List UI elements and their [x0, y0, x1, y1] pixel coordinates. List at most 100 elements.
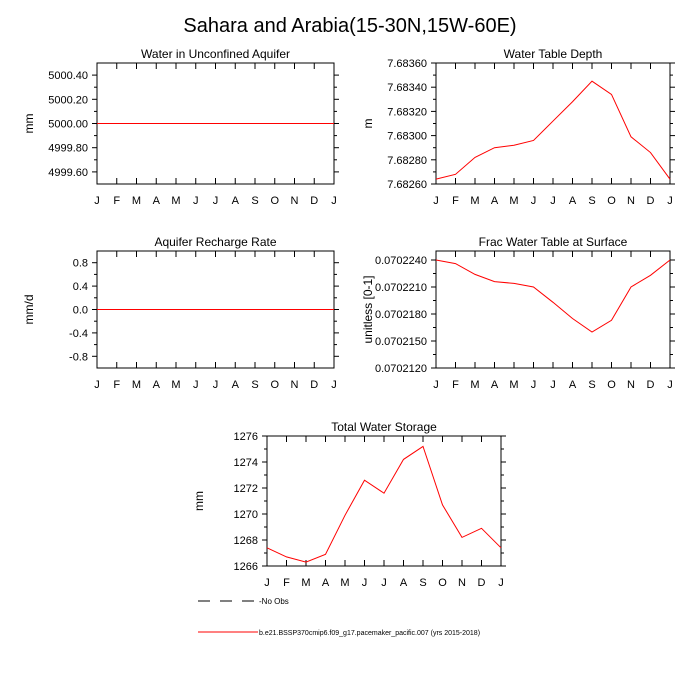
- y-tick-label: 1272: [234, 483, 258, 495]
- x-tick-label: D: [310, 379, 318, 391]
- legend-obs-label: -No Obs: [259, 597, 289, 606]
- y-tick-label: 7.68300: [387, 131, 427, 143]
- y-tick-label: 1266: [234, 561, 258, 573]
- y-tick-label: 0.4: [73, 281, 88, 293]
- x-tick-label: J: [498, 577, 504, 589]
- x-tick-label: J: [213, 379, 219, 391]
- x-tick-label: O: [270, 195, 279, 207]
- x-tick-label: J: [531, 195, 537, 207]
- x-tick-label: S: [588, 379, 595, 391]
- x-tick-label: A: [569, 379, 577, 391]
- y-tick-label: 1276: [234, 431, 258, 443]
- y-axis-label: unitless [0-1]: [361, 275, 375, 343]
- y-axis-label: mm/d: [22, 295, 36, 325]
- x-tick-label: M: [509, 195, 518, 207]
- x-tick-label: N: [627, 195, 635, 207]
- x-tick-label: F: [452, 379, 459, 391]
- x-tick-label: M: [171, 379, 180, 391]
- x-tick-label: J: [550, 195, 556, 207]
- x-tick-label: S: [251, 195, 258, 207]
- chart-title: Water Table Depth: [504, 47, 603, 61]
- x-tick-label: A: [491, 195, 499, 207]
- y-tick-label: 5000.00: [48, 119, 88, 131]
- x-tick-label: D: [310, 195, 318, 207]
- x-tick-label: J: [433, 379, 439, 391]
- x-tick-label: F: [113, 195, 120, 207]
- plot-frame: [435, 250, 671, 369]
- x-tick-label: J: [667, 195, 673, 207]
- figure-title: Sahara and Arabia(15-30N,15W-60E): [183, 15, 516, 37]
- x-tick-label: A: [400, 577, 408, 589]
- x-tick-label: J: [193, 195, 199, 207]
- x-tick-label: O: [438, 577, 447, 589]
- x-tick-label: A: [153, 379, 161, 391]
- x-tick-label: F: [283, 577, 290, 589]
- series-line-model: [435, 80, 671, 180]
- y-axis-label: mm: [192, 491, 206, 511]
- x-tick-label: A: [232, 379, 240, 391]
- x-tick-label: J: [433, 195, 439, 207]
- x-tick-label: J: [331, 195, 337, 207]
- x-tick-label: F: [113, 379, 120, 391]
- chart-title: Frac Water Table at Surface: [479, 235, 628, 249]
- y-tick-label: 0.8: [73, 258, 88, 270]
- x-tick-label: N: [458, 577, 466, 589]
- x-tick-label: M: [470, 195, 479, 207]
- x-tick-label: J: [667, 379, 673, 391]
- x-tick-label: N: [291, 379, 299, 391]
- legend-model-label: b.e21.BSSP370cmip6.f09_g17.pacemaker_pac…: [259, 630, 480, 637]
- y-tick-label: 5000.20: [48, 94, 88, 106]
- x-tick-label: N: [291, 195, 299, 207]
- y-tick-label: 4999.80: [48, 143, 88, 155]
- y-tick-label: 0.0702210: [375, 282, 427, 294]
- x-tick-label: A: [232, 195, 240, 207]
- x-tick-label: A: [569, 195, 577, 207]
- y-tick-label: -0.8: [69, 351, 88, 363]
- x-tick-label: D: [647, 379, 655, 391]
- x-tick-label: M: [470, 379, 479, 391]
- x-tick-label: D: [478, 577, 486, 589]
- chart-title: Aquifer Recharge Rate: [154, 235, 276, 249]
- x-tick-label: M: [171, 195, 180, 207]
- y-tick-label: 5000.40: [48, 70, 88, 82]
- y-axis-label: mm: [22, 114, 36, 134]
- plot-frame: [266, 435, 502, 567]
- y-tick-label: 1274: [234, 457, 258, 469]
- chart-title: Water in Unconfined Aquifer: [141, 47, 290, 61]
- x-tick-label: S: [588, 195, 595, 207]
- x-tick-label: M: [132, 379, 141, 391]
- y-tick-label: 1268: [234, 535, 258, 547]
- x-tick-label: A: [153, 195, 161, 207]
- x-tick-label: A: [322, 577, 330, 589]
- y-tick-label: 7.68260: [387, 179, 427, 191]
- x-tick-label: N: [627, 379, 635, 391]
- y-tick-label: 0.0702180: [375, 309, 427, 321]
- x-tick-label: J: [331, 379, 337, 391]
- y-tick-label: 1270: [234, 509, 258, 521]
- x-tick-label: J: [264, 577, 270, 589]
- x-tick-label: O: [270, 379, 279, 391]
- y-tick-label: 0.0702120: [375, 363, 427, 375]
- chart-title: Total Water Storage: [331, 420, 437, 434]
- x-tick-label: O: [607, 379, 616, 391]
- y-tick-label: 0.0702150: [375, 336, 427, 348]
- x-tick-label: J: [213, 195, 219, 207]
- y-tick-label: 7.68320: [387, 106, 427, 118]
- x-tick-label: D: [647, 195, 655, 207]
- x-tick-label: S: [419, 577, 426, 589]
- series-line-model: [435, 259, 671, 333]
- x-tick-label: M: [132, 195, 141, 207]
- x-tick-label: M: [509, 379, 518, 391]
- x-tick-label: A: [491, 379, 499, 391]
- x-tick-label: J: [531, 379, 537, 391]
- x-tick-label: J: [362, 577, 368, 589]
- y-tick-label: 7.68360: [387, 58, 427, 70]
- x-tick-label: J: [193, 379, 199, 391]
- y-tick-label: -0.4: [69, 328, 88, 340]
- x-tick-label: J: [94, 379, 100, 391]
